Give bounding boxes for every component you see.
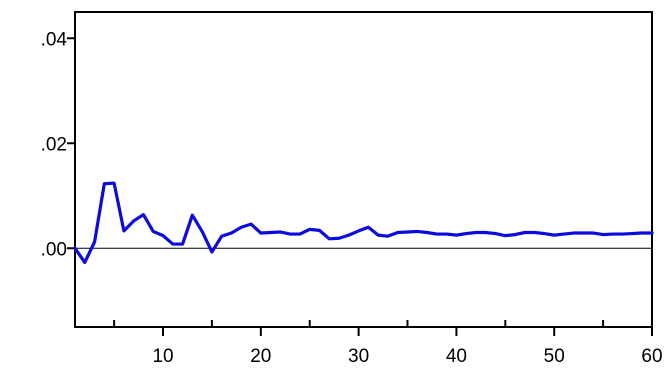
y-tick-label: .02 (41, 134, 67, 155)
series-line (73, 181, 654, 265)
x-tick-label: 40 (446, 346, 467, 367)
x-tick-label: 20 (250, 346, 271, 367)
x-tick-label: 10 (152, 346, 173, 367)
series-layer (73, 181, 654, 265)
plot-frame (74, 11, 653, 328)
x-tick-label: 50 (544, 346, 565, 367)
y-tick-label: .00 (41, 239, 67, 260)
x-axis: 10 20 30 40 50 60 (113, 320, 663, 367)
x-tick-label: 30 (348, 346, 369, 367)
x-tick-label: 60 (641, 346, 662, 367)
y-tick-label: .04 (41, 29, 68, 50)
y-axis: .00 .02 .04 (41, 29, 75, 260)
